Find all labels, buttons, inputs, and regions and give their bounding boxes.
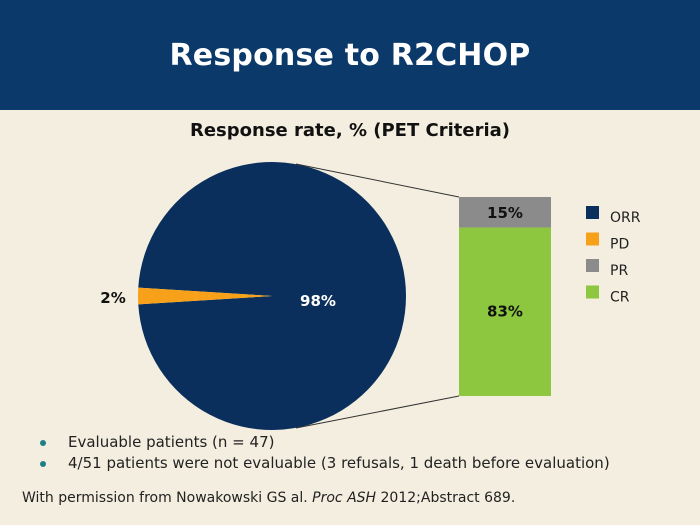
bullet-item: Evaluable patients (n = 47) <box>40 432 610 453</box>
legend-swatch-cr <box>586 285 599 299</box>
legend-swatch-pd <box>586 232 599 246</box>
bar-label-pr: 15% <box>487 204 523 222</box>
pie-slice-orr <box>138 162 407 431</box>
bullet-list: Evaluable patients (n = 47) 4/51 patient… <box>40 432 610 474</box>
bar-segment-pr <box>459 197 551 228</box>
legend-label-cr: CR <box>610 290 630 306</box>
slide-title: Response to R2CHOP <box>169 37 531 73</box>
legend-label-orr: ORR <box>610 210 641 226</box>
pie-label-pd: 2% <box>100 289 125 307</box>
citation-footnote: With permission from Nowakowski GS al. P… <box>22 490 515 506</box>
citation-journal: Proc ASH <box>312 490 377 506</box>
breakdown-bar: 83% 15% <box>459 197 551 396</box>
pie-label-orr: 98% <box>300 292 336 310</box>
chart-title: Response rate, % (PET Criteria) <box>189 120 511 141</box>
bullet-text: 4/51 patients were not evaluable (3 refu… <box>68 454 610 472</box>
legend-label-pr: PR <box>610 263 628 279</box>
bar-segment-cr <box>459 227 551 396</box>
bullet-text: Evaluable patients (n = 47) <box>68 433 275 451</box>
legend-swatch-pr <box>586 259 599 272</box>
connector-bottom <box>295 395 460 429</box>
pie-slice-pd <box>138 287 272 305</box>
legend: ORR PD PR CR <box>586 206 641 306</box>
bullet-dot <box>40 440 46 446</box>
connector-lines <box>295 163 460 429</box>
bullet-item: 4/51 patients were not evaluable (3 refu… <box>40 453 610 474</box>
citation-suffix: 2012;Abstract 689. <box>376 490 516 506</box>
pie-chart: 98% 2% <box>100 162 407 431</box>
slide-header: Response to R2CHOP <box>0 0 700 110</box>
bullet-dot <box>40 461 46 467</box>
legend-swatch-orr <box>586 206 599 219</box>
connector-top <box>295 163 460 198</box>
bar-label-cr: 83% <box>487 303 523 321</box>
legend-label-pd: PD <box>610 237 629 253</box>
citation-prefix: With permission from Nowakowski GS al. <box>22 490 313 506</box>
